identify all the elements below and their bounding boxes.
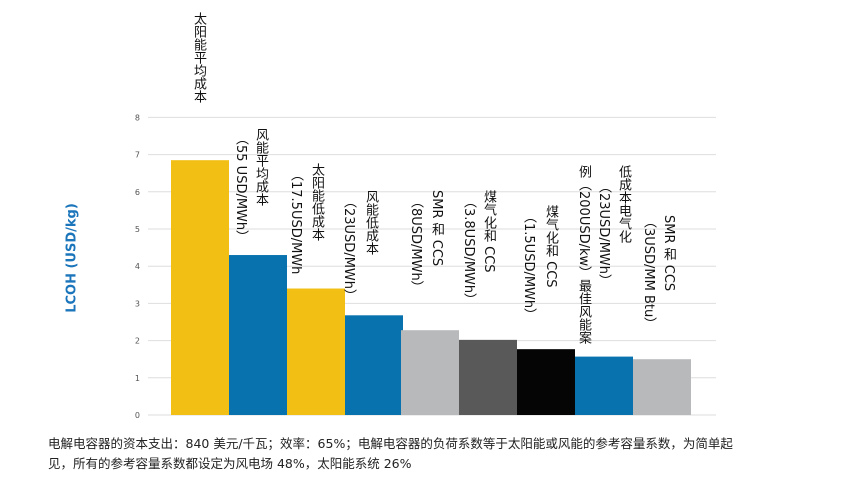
category-sublabel: （3.8USD/MWh） <box>461 195 476 307</box>
category-sublabel: （23USD/MWh） <box>341 195 356 303</box>
y-tick-label: 6 <box>135 188 140 197</box>
category-sublabel: （3USD/MM Btu） <box>641 215 656 331</box>
category-label: 煤气化和 CCS <box>481 190 496 273</box>
bar-chart: 0 1 2 3 4 5 6 7 8 <box>135 113 716 420</box>
y-tick-labels: 0 1 2 3 4 5 6 7 8 <box>135 113 140 420</box>
y-tick-label: 2 <box>135 337 140 346</box>
y-tick-label: 8 <box>135 113 140 122</box>
y-tick-label: 7 <box>135 151 140 160</box>
category-label: SMR 和 CCS <box>429 190 444 267</box>
category-sublabel: （1.5USD/MWh） <box>521 210 536 322</box>
category-sublabel: （17.5USD/MWh <box>288 168 303 275</box>
bar <box>459 339 517 415</box>
category-label: SMR 和 CCS <box>661 215 676 292</box>
category-sublabel: （8USD/MWh） <box>408 195 423 294</box>
category-label: 风能低成本 <box>363 190 378 255</box>
category-sublabel: （23USD/MWh） <box>596 180 611 288</box>
y-tick-label: 1 <box>135 374 140 383</box>
y-tick-label: 0 <box>135 411 140 420</box>
y-tick-label: 4 <box>135 262 140 271</box>
bar <box>575 356 633 415</box>
bar <box>345 315 403 415</box>
category-label: 太阳能平均成本 <box>191 12 206 103</box>
bar <box>287 288 345 415</box>
category-sublabel: 例（200USD/kw）最佳风能案 <box>576 165 591 345</box>
bar <box>229 255 287 415</box>
bars <box>171 160 691 415</box>
category-sublabel: （55 USD/MWh） <box>233 132 248 244</box>
category-label: 低成本电气化 <box>616 165 631 243</box>
chart-caption: 电解电容器的资本支出：840 美元/千瓦；效率：65%；电解电容器的负荷系数等于… <box>48 436 733 471</box>
y-tick-label: 3 <box>135 299 140 308</box>
category-label: 风能平均成本 <box>253 128 268 206</box>
category-label: 煤气化和 CCS <box>543 205 558 288</box>
y-axis-label: LCOH (USD/kg) <box>64 203 80 313</box>
bar <box>401 330 459 415</box>
bar <box>517 349 575 415</box>
bar <box>633 359 691 415</box>
bar <box>171 160 229 415</box>
y-tick-label: 5 <box>135 225 140 234</box>
category-label: 太阳能低成本 <box>309 163 324 241</box>
